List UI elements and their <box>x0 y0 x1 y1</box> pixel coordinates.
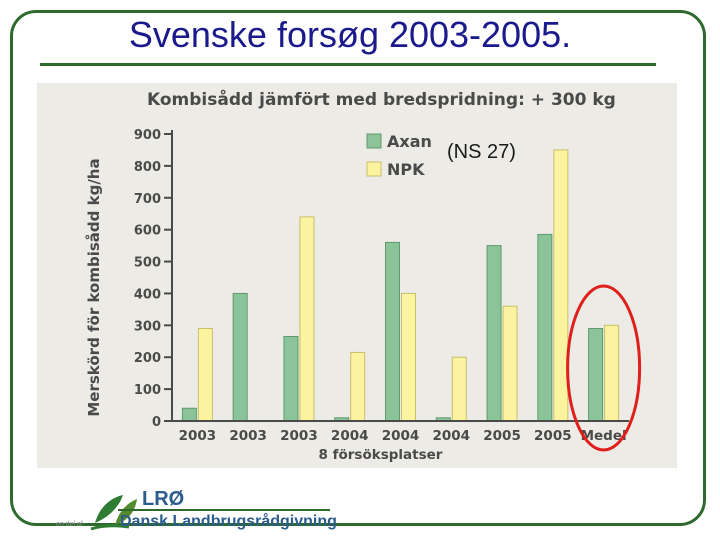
bar-npk <box>299 216 315 422</box>
bar-axan <box>588 328 604 422</box>
x-axis-title: 8 försöksplatser <box>319 447 443 463</box>
legend-swatch-axan <box>366 133 382 149</box>
slide-title: Svenske forsøg 2003-2005. <box>128 14 572 55</box>
x-tick-label: 2003 <box>179 428 217 444</box>
x-tick-label: 2004 <box>331 428 369 444</box>
y-tick-label: 100 <box>134 383 161 398</box>
bar-axan <box>486 245 502 422</box>
logo-divider <box>118 509 330 511</box>
slide-frame <box>10 10 706 526</box>
legend-label-npk: NPK <box>387 160 425 179</box>
bar-axan <box>283 335 299 422</box>
x-tick-label: Medel <box>581 428 627 444</box>
logo <box>85 485 345 535</box>
y-tick-label: 700 <box>134 192 161 207</box>
x-tick-label: 2005 <box>483 428 521 444</box>
bar-npk <box>553 149 569 422</box>
bar-npk <box>451 356 467 422</box>
logo-text-top: LRØ <box>142 488 185 510</box>
y-tick-label: 800 <box>134 160 161 175</box>
y-tick-label: 900 <box>134 128 161 143</box>
x-tick-label: 2003 <box>229 428 267 444</box>
bar-npk <box>350 351 366 422</box>
x-tick-label: 2005 <box>534 428 572 444</box>
y-tick-label: 500 <box>134 256 161 271</box>
bar-axan <box>181 407 197 422</box>
bar-axan <box>385 241 400 422</box>
leaf-logo-icon <box>90 495 137 531</box>
bar-axan <box>537 233 553 422</box>
bar-npk <box>197 328 213 422</box>
x-tick-label: 2004 <box>432 428 470 444</box>
title-divider <box>40 63 656 66</box>
x-tick-label: 2004 <box>382 428 420 444</box>
y-tick-label: 600 <box>134 224 161 239</box>
y-axis-title: Merskörd för kombisådd kg/ha <box>85 158 103 416</box>
y-tick-label: 400 <box>134 287 161 302</box>
bar-npk <box>401 292 416 422</box>
highlight-circle <box>566 284 642 452</box>
chart-panel: Kombisådd jämfört med bredspridning: + 3… <box>37 83 677 468</box>
annotation-ns27: (NS 27) <box>447 141 516 163</box>
footer-small-text: en del af <box>56 521 83 528</box>
logo-text-bottom: Dansk Landbrugsrådgivning <box>120 513 337 530</box>
bar-chart: Kombisådd jämfört med bredspridning: + 3… <box>85 88 642 463</box>
y-tick-label: 300 <box>134 319 161 334</box>
chart-title: Kombisådd jämfört med bredspridning: + 3… <box>147 88 616 110</box>
bar-axan <box>232 292 248 422</box>
legend-swatch-npk <box>366 161 382 177</box>
x-tick-label: 2003 <box>280 428 318 444</box>
bar-npk <box>604 324 620 422</box>
legend-label-axan: Axan <box>387 132 432 151</box>
y-tick-label: 0 <box>152 415 161 430</box>
bar-npk <box>502 305 518 422</box>
y-tick-label: 200 <box>134 351 161 366</box>
